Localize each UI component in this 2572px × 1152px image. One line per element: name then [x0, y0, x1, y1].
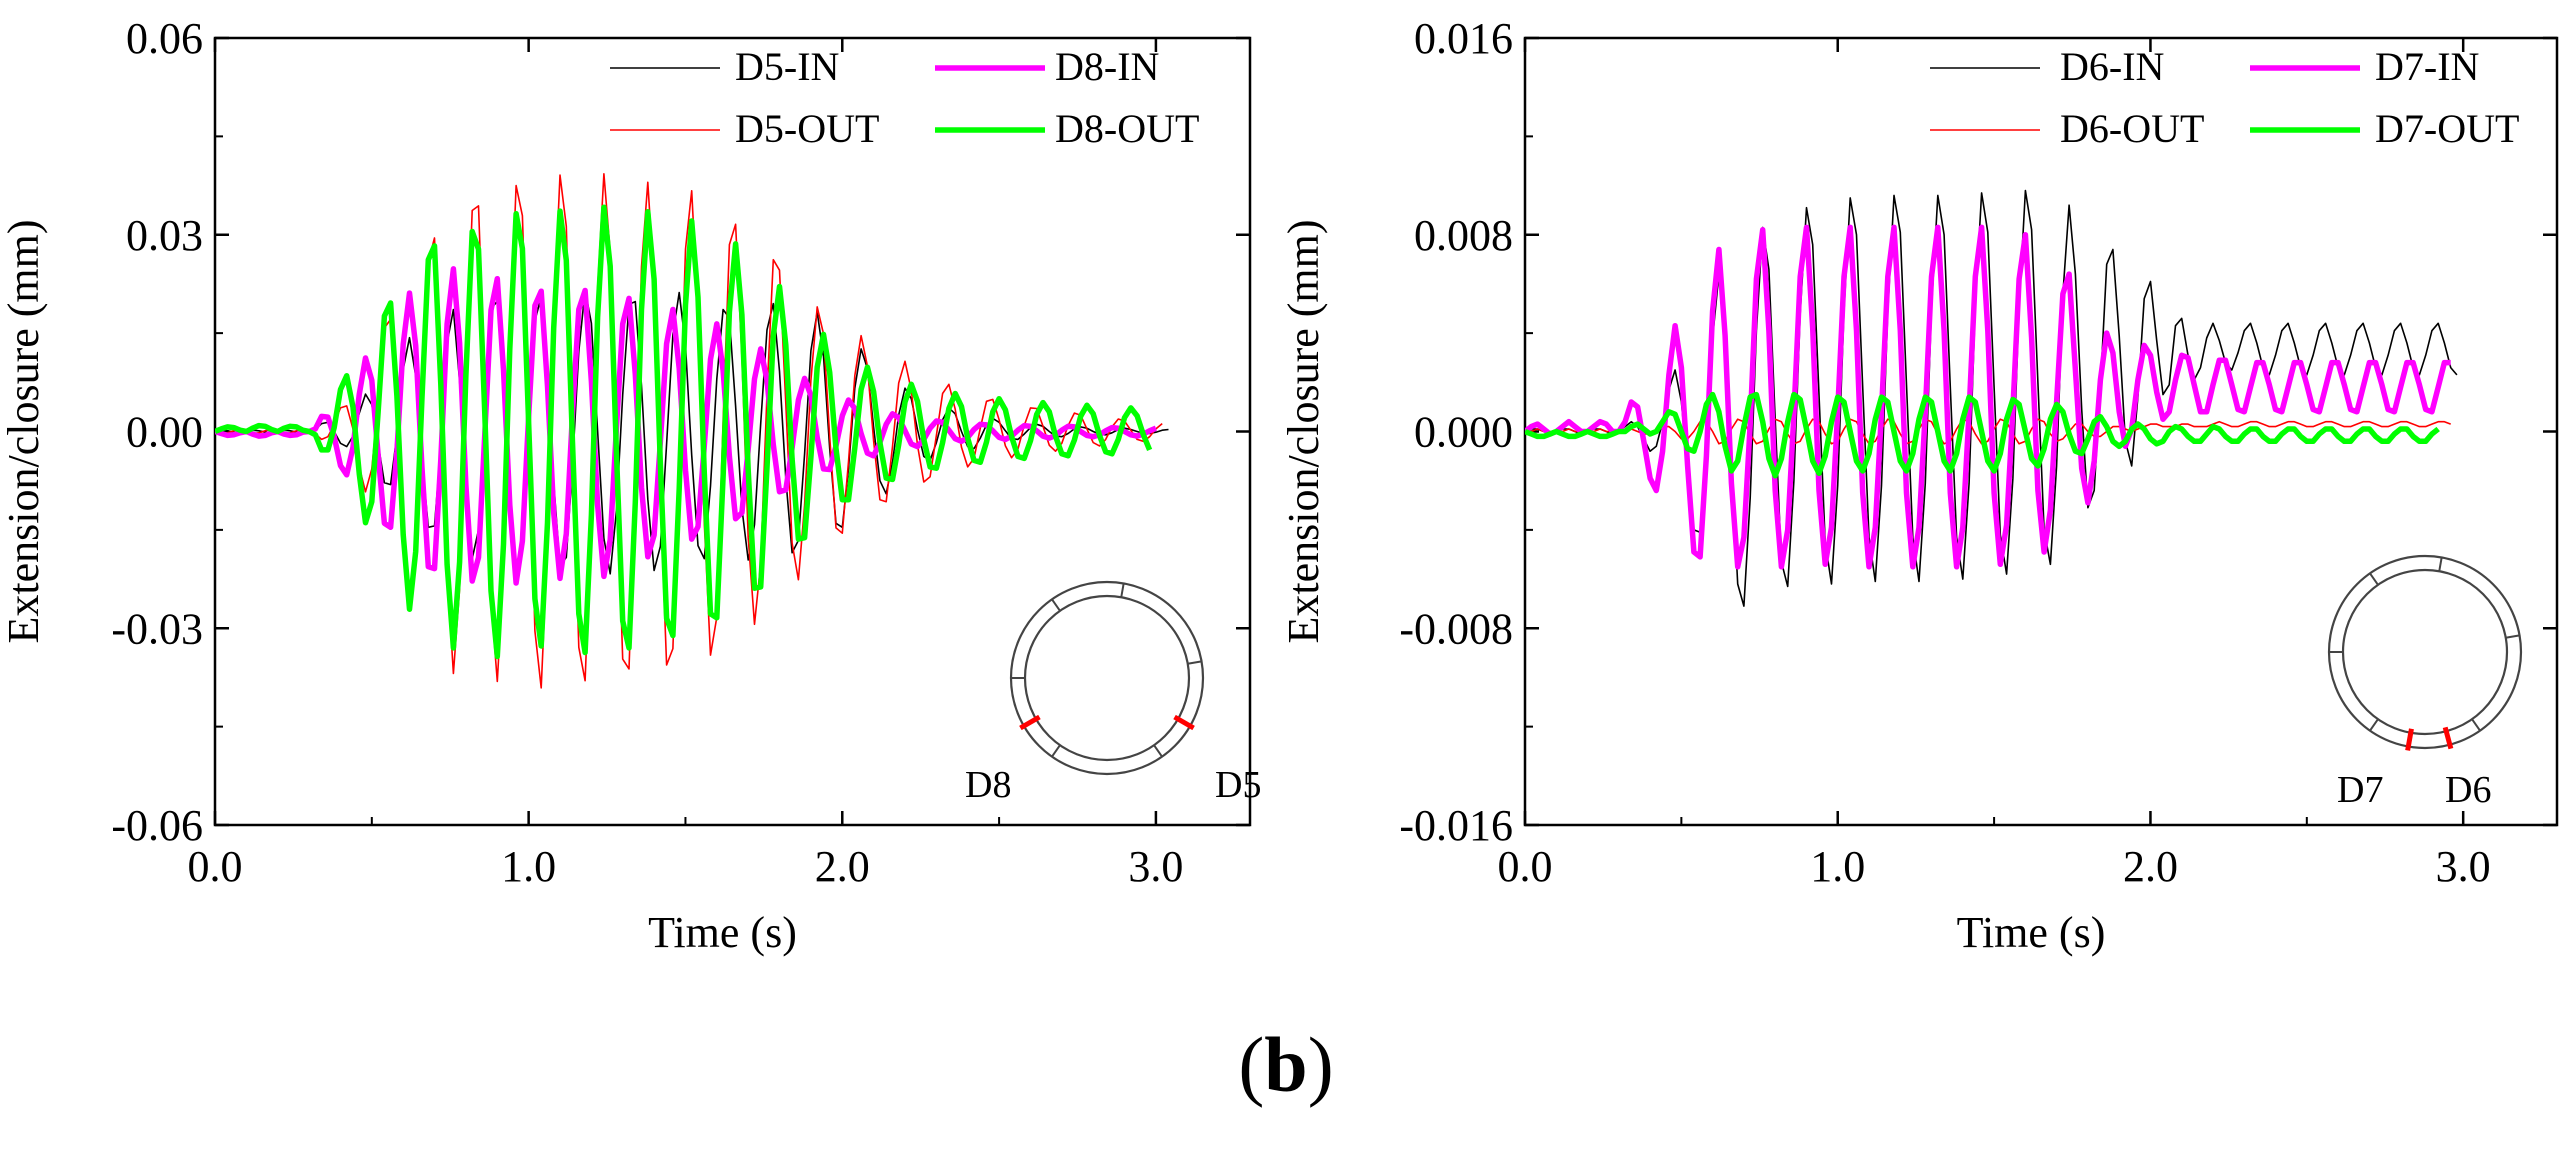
sensor-mark: [1173, 714, 1195, 731]
x-tick-label: 1.0: [1810, 842, 1865, 891]
y-axis-title: Extension/closure (mm): [0, 219, 48, 643]
legend-label-d7-in: D7-IN: [2375, 44, 2479, 89]
tunnel-ring-inset: D8 D5: [965, 580, 1261, 806]
y-tick-label: 0.06: [126, 14, 203, 63]
x-tick-label: 3.0: [1128, 842, 1183, 891]
sensor-mark: [1019, 714, 1041, 731]
x-tick-label: 2.0: [815, 842, 870, 891]
x-tick-label: 1.0: [501, 842, 556, 891]
chart-panel-1: 0.06 0.03 0.00 -0.03 -0.060.0 1.0 2.0 3.0 Time (…: [0, 14, 1261, 957]
y-tick-label: 0.03: [126, 211, 203, 260]
panel-label-letter: b: [1264, 1021, 1308, 1108]
y-tick-label: -0.03: [111, 604, 203, 653]
y-tick-label: 0.016: [1414, 14, 1513, 63]
series-line-d6-out: [1525, 418, 2451, 445]
ring-sensor-label-d6: D6: [2445, 769, 2491, 811]
y-tick-label: -0.016: [1399, 801, 1513, 850]
y-tick-label: 0.00: [126, 408, 203, 457]
y-axis-title: Extension/closure (mm): [1279, 219, 1328, 643]
panel-label-close: ): [1307, 1021, 1334, 1108]
sensor-mark: [2405, 728, 2414, 751]
ring-sensor-label-d5: D5: [1215, 764, 1261, 806]
series-line-d7-in: [1525, 224, 2451, 570]
sensor-mark: [2442, 726, 2454, 750]
ring-sensor-label-d8: D8: [965, 764, 1011, 806]
x-tick-label: 0.0: [1498, 842, 1553, 891]
y-tick-label: 0.008: [1414, 211, 1513, 260]
legend-label-d6-out: D6-OUT: [2060, 106, 2204, 151]
x-tick-label: 0.0: [188, 842, 243, 891]
legend-label-d8-in: D8-IN: [1055, 44, 1159, 89]
ring-sensor-label-d7: D7: [2337, 769, 2383, 811]
tunnel-ring-inset: D7 D6: [2327, 554, 2523, 811]
series-line-d7-out: [1525, 391, 2440, 479]
legend-label-d8-out: D8-OUT: [1055, 106, 1199, 151]
x-tick-label: 2.0: [2123, 842, 2178, 891]
x-axis-title: Time (s): [1957, 908, 2106, 957]
legend-label-d7-out: D7-OUT: [2375, 106, 2519, 151]
y-tick-label: 0.000: [1414, 408, 1513, 457]
y-tick-label: -0.008: [1399, 604, 1513, 653]
legend-label-d5-in: D5-IN: [735, 44, 839, 89]
x-axis-title: Time (s): [648, 908, 797, 957]
legend-label-d6-in: D6-IN: [2060, 44, 2164, 89]
panel-label: (b): [0, 1020, 2572, 1110]
panel-label-open: (: [1238, 1021, 1265, 1108]
legend-label-d5-out: D5-OUT: [735, 106, 879, 151]
x-tick-label: 3.0: [2436, 842, 2491, 891]
y-tick-label: -0.06: [111, 801, 203, 850]
series-line-d8-in: [215, 266, 1157, 586]
series-line-d8-out: [215, 204, 1153, 660]
